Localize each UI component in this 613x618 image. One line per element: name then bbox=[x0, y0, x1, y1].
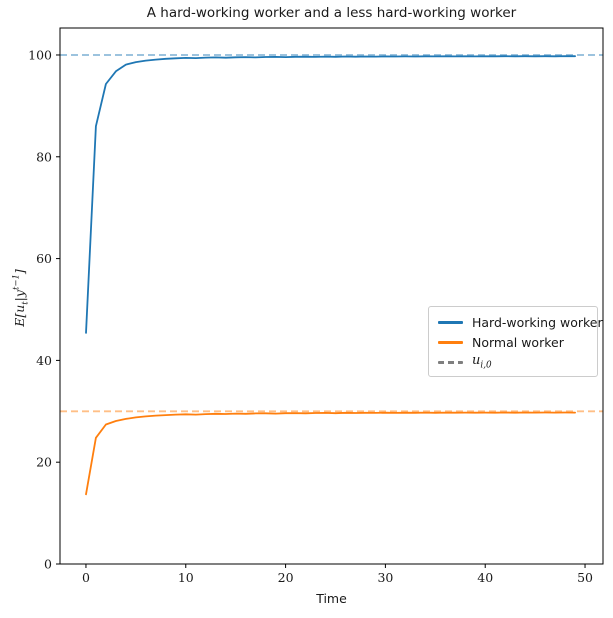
legend-label: Hard-working worker bbox=[472, 314, 603, 330]
x-tick-label: 0 bbox=[82, 570, 90, 585]
legend-entry-hard-working-worker: Hard-working worker bbox=[438, 314, 603, 330]
ylabel-part: E[u bbox=[11, 304, 27, 327]
y-tick-label: 60 bbox=[36, 251, 52, 266]
legend-line-sample-orange bbox=[438, 340, 463, 344]
x-axis-label: Time bbox=[316, 591, 347, 606]
x-tick-label: 20 bbox=[278, 570, 294, 585]
series-line-hard-working-worker bbox=[85, 55, 576, 334]
legend-label-math: ui,0 bbox=[472, 353, 492, 371]
legend-entry-normal-worker: Normal worker bbox=[438, 334, 588, 350]
y-tick-label: 0 bbox=[44, 557, 52, 572]
ylabel-part: |y bbox=[11, 290, 27, 302]
y-tick-label: 40 bbox=[36, 353, 52, 368]
series-line-normal-worker bbox=[85, 411, 576, 496]
chart-title: A hard-working worker and a less hard-wo… bbox=[146, 5, 517, 21]
x-tick-label: 30 bbox=[377, 570, 393, 585]
ylabel-part: ] bbox=[11, 269, 27, 275]
x-tick-label: 40 bbox=[477, 570, 493, 585]
ylabel-superscript: t−1 bbox=[11, 274, 22, 291]
axes-frame bbox=[59, 27, 604, 565]
math-base: u bbox=[472, 353, 481, 369]
x-tick-label: 50 bbox=[577, 570, 593, 585]
y-tick-label: 80 bbox=[36, 149, 52, 164]
math-subscript: i,0 bbox=[480, 360, 492, 371]
y-axis-label: E[ut|yt−1] bbox=[12, 269, 31, 327]
legend-line-sample-blue bbox=[438, 320, 463, 324]
legend-dashed-line-sample-gray bbox=[438, 360, 463, 364]
ylabel-subscript: t bbox=[20, 301, 31, 305]
y-tick-label: 20 bbox=[36, 455, 52, 470]
y-tick-label: 100 bbox=[28, 47, 52, 62]
legend: Hard-working worker Normal worker ui,0 bbox=[428, 306, 603, 377]
legend-label: Normal worker bbox=[472, 334, 564, 350]
legend-entry-initial-belief: ui,0 bbox=[438, 353, 588, 371]
x-tick-label: 10 bbox=[178, 570, 194, 585]
